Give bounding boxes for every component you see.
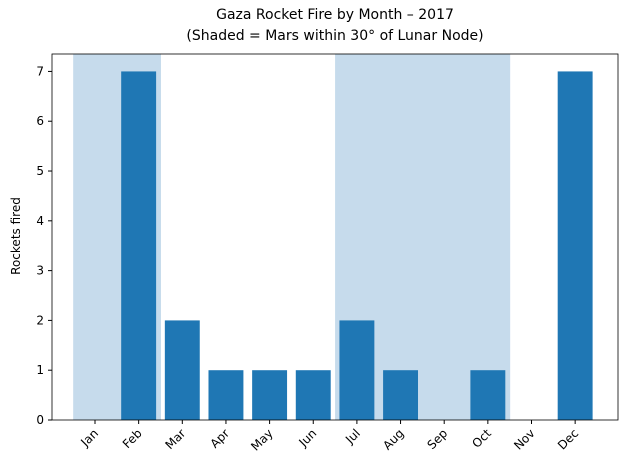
bar	[121, 71, 157, 420]
x-tick-label: Jan	[77, 426, 101, 450]
x-tick-label: Jun	[296, 426, 320, 450]
y-tick-label: 6	[36, 114, 44, 128]
bar	[164, 320, 200, 420]
y-tick-label: 5	[36, 164, 44, 178]
shaded-span	[466, 54, 511, 420]
y-tick-label: 2	[36, 313, 44, 327]
y-tick-label: 7	[36, 64, 44, 78]
x-tick-label: Nov	[511, 426, 537, 452]
x-tick-label: Oct	[469, 426, 494, 451]
x-tick-label: Sep	[424, 426, 450, 452]
y-tick-label: 0	[36, 413, 44, 427]
bar	[208, 370, 244, 420]
x-tick-label: May	[248, 426, 275, 453]
plot-frame	[51, 53, 619, 421]
y-tick-label: 4	[36, 214, 44, 228]
shaded-span	[378, 54, 423, 420]
x-tick-label: Feb	[120, 426, 145, 451]
x-tick-label: Jul	[342, 426, 363, 447]
bar	[470, 370, 506, 420]
chart-title: Gaza Rocket Fire by Month – 2017	[216, 7, 454, 23]
bar	[339, 320, 375, 420]
x-tick-label: Aug	[380, 426, 406, 452]
chart-subtitle: (Shaded = Mars within 30° of Lunar Node)	[186, 28, 483, 44]
bar	[383, 370, 419, 420]
x-tick-label: Dec	[555, 426, 581, 452]
bar	[295, 370, 331, 420]
y-tick-label: 1	[36, 363, 44, 377]
shaded-span	[422, 54, 467, 420]
x-tick-label: Mar	[163, 426, 189, 452]
shaded-span	[73, 54, 118, 420]
y-axis-label: Rockets fired	[9, 197, 23, 275]
y-tick-label: 3	[36, 264, 44, 278]
x-tick-label: Apr	[207, 426, 232, 451]
bar	[557, 71, 593, 420]
bar	[252, 370, 288, 420]
